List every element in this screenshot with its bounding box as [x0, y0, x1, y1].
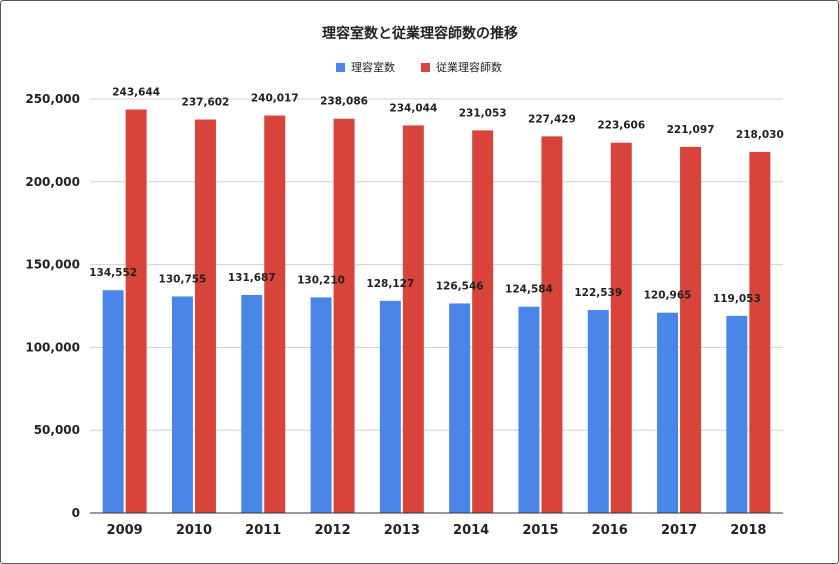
data-label-0-2013: 128,127 [366, 278, 414, 290]
bar-0-2018 [726, 315, 748, 513]
x-tick-label-2013: 2013 [384, 523, 420, 538]
data-label-1-2018: 218,030 [736, 129, 784, 141]
bar-1-2012 [333, 118, 355, 513]
bar-1-2009 [125, 109, 147, 513]
legend: 理容室数 従業理容師数 [336, 60, 502, 74]
bar-1-2018 [749, 151, 771, 513]
bar-0-2014 [449, 303, 471, 513]
data-label-1-2012: 238,086 [320, 96, 368, 108]
data-labels: 134,552 243,644 130,755 237,602 131,687 240,0… [89, 87, 784, 305]
x-tick-label-2015: 2015 [522, 523, 558, 538]
data-label-0-2018: 119,053 [713, 293, 761, 305]
bar-0-2009 [102, 290, 124, 513]
x-tick-label-2014: 2014 [453, 523, 489, 538]
x-tick-label-2017: 2017 [661, 523, 697, 538]
bar-1-2014 [472, 130, 494, 514]
data-label-1-2015: 227,429 [528, 113, 576, 125]
y-tick-label-5: 250,000 [25, 92, 80, 106]
data-label-0-2016: 122,539 [574, 287, 622, 299]
data-label-1-2016: 223,606 [597, 120, 645, 132]
bar-1-2016 [610, 142, 632, 513]
bar-0-2010 [171, 296, 193, 513]
x-axis: 2009 2010 2011 2012 2013 2014 2015 2016 2017 2018 [90, 512, 783, 538]
x-tick-label-2011: 2011 [245, 523, 281, 538]
chart-title: 理容室数と従業理容師数の推移 [322, 25, 518, 42]
x-tick-label-2009: 2009 [107, 523, 143, 538]
bar-1-2015 [541, 136, 563, 514]
bar-0-2012 [310, 297, 332, 513]
y-tick-label-3: 150,000 [25, 258, 80, 272]
data-label-0-2010: 130,755 [159, 273, 207, 285]
y-tick-label-2: 100,000 [25, 340, 80, 354]
bar-0-2011 [241, 294, 263, 513]
y-tick-label-4: 200,000 [25, 175, 80, 189]
data-label-0-2009: 134,552 [89, 267, 137, 279]
bars [102, 109, 771, 514]
data-label-1-2013: 234,044 [389, 102, 437, 114]
x-tick-label-2012: 2012 [314, 523, 350, 538]
y-axis: 0 50,000 100,000 150,000 200,000 250,000 [25, 92, 80, 520]
data-label-0-2014: 126,546 [436, 280, 484, 292]
legend-swatch-1 [421, 63, 430, 72]
data-label-0-2011: 131,687 [228, 272, 276, 284]
data-label-1-2017: 221,097 [667, 124, 715, 136]
x-tick-label-2016: 2016 [592, 523, 628, 538]
data-label-1-2011: 240,017 [251, 93, 299, 105]
x-tick-label-2018: 2018 [730, 523, 766, 538]
data-label-0-2012: 130,210 [297, 274, 345, 286]
bar-0-2015 [518, 306, 540, 513]
legend-label-0: 理容室数 [351, 60, 395, 74]
data-label-1-2009: 243,644 [112, 87, 160, 99]
y-tick-label-1: 50,000 [34, 423, 80, 437]
data-label-1-2010: 237,602 [182, 97, 230, 109]
bar-0-2016 [587, 310, 609, 513]
bar-0-2013 [379, 300, 401, 513]
gridlines [90, 98, 783, 431]
y-tick-label-0: 0 [72, 506, 80, 520]
bar-0-2017 [657, 312, 679, 513]
data-label-0-2017: 120,965 [644, 290, 692, 302]
bar-1-2017 [680, 146, 702, 513]
legend-label-1: 従業理容師数 [436, 60, 502, 74]
data-label-1-2014: 231,053 [459, 107, 507, 119]
bar-1-2011 [264, 115, 286, 513]
legend-swatch-0 [336, 63, 345, 72]
x-tick-label-2010: 2010 [176, 523, 212, 538]
bar-1-2010 [194, 119, 216, 513]
data-label-0-2015: 124,584 [505, 284, 553, 296]
bar-1-2013 [402, 125, 424, 514]
